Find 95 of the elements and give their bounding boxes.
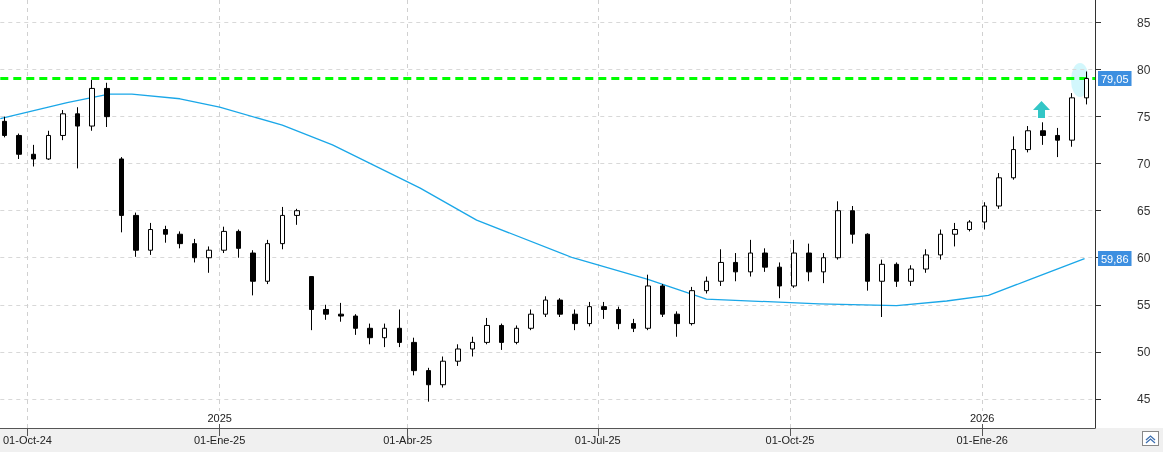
candlestick [952, 222, 958, 247]
candlestick [499, 323, 504, 351]
candlestick [894, 261, 899, 288]
candlestick [89, 79, 95, 132]
candlestick [748, 239, 753, 278]
candlestick [645, 274, 651, 331]
x-tick-label: 01-Abr-25 [383, 433, 433, 446]
x-tick-label: 01-Ene-26 [956, 433, 1008, 446]
y-tick-label: 80 [1137, 62, 1151, 77]
candlestick [484, 317, 490, 345]
x-tick-label: 01-Oct-25 [765, 433, 815, 446]
candlestick [353, 313, 358, 336]
candlestick [514, 324, 519, 345]
annotation: 59,86 [1101, 252, 1129, 265]
candlestick [791, 239, 797, 289]
candlestick [821, 252, 826, 284]
candlestick [119, 156, 124, 233]
candlestick [718, 248, 724, 287]
y-tick-label: 75 [1137, 109, 1151, 124]
candlestick [75, 106, 80, 169]
y-tick-label: 70 [1137, 156, 1151, 171]
x2-tick-label: 2026 [969, 411, 995, 424]
candlestick [631, 318, 636, 333]
candlestick [16, 133, 22, 160]
candlestick [280, 206, 285, 250]
ref-line-label: 79,05 [1101, 72, 1129, 85]
candlestick [440, 356, 446, 389]
candlestick [835, 200, 841, 261]
y-tick-label: 50 [1137, 344, 1151, 359]
candlestick [294, 208, 300, 226]
candlestick [455, 343, 461, 367]
candlestick [1069, 92, 1075, 148]
candlestick [777, 261, 782, 299]
candlestick [557, 297, 563, 318]
candlestick [528, 308, 534, 331]
candlestick [470, 336, 475, 358]
candlestick [382, 323, 387, 348]
candlestick [309, 276, 314, 331]
candlestick [982, 201, 987, 231]
candlestick [192, 238, 197, 263]
candlestick [426, 367, 431, 403]
candlestick [850, 205, 855, 245]
candlestick [411, 337, 417, 376]
candlestick [163, 225, 168, 244]
x-tick-label: 01-Ene-25 [193, 433, 246, 446]
candlestick [31, 144, 36, 167]
candlestick [2, 116, 7, 138]
candlestick [572, 308, 578, 331]
y-tick-label: 45 [1137, 391, 1151, 406]
candlestick [177, 230, 183, 249]
x-tick-label: 01-Oct-24 [2, 433, 52, 446]
candlestick [1055, 127, 1060, 158]
candlestick [616, 306, 621, 330]
candlestick [865, 232, 870, 292]
candlestick [104, 82, 110, 128]
candlestick [733, 252, 738, 282]
candlestick [762, 247, 768, 273]
y-tick-label: 65 [1137, 203, 1151, 218]
candlestick [148, 222, 153, 256]
candlestick [46, 130, 51, 161]
candlestick [206, 245, 212, 274]
candlestick [250, 249, 256, 296]
candlestick [397, 308, 402, 348]
candlestick [689, 286, 695, 326]
candlestick [1084, 70, 1089, 105]
x2-tick-label: 2025 [207, 411, 232, 424]
candlestick [133, 212, 139, 258]
y-tick-label: 60 [1137, 250, 1151, 265]
candlestick [338, 302, 344, 323]
candlestick [221, 226, 227, 254]
candlestick [1011, 135, 1016, 181]
candlestick [236, 229, 241, 259]
y-tick-label: 85 [1137, 15, 1151, 30]
candlestick [60, 109, 66, 141]
candlestick [704, 276, 709, 294]
candlestick [265, 239, 270, 285]
candlestick [908, 264, 914, 287]
candlestick [323, 304, 329, 321]
candlestick [879, 259, 885, 318]
line-series [0, 93, 1086, 307]
candlestick [806, 243, 812, 282]
candlestick [1040, 121, 1046, 146]
candlestick [543, 295, 548, 318]
candlestick [674, 310, 680, 338]
candlestick [660, 283, 665, 318]
candlestick [367, 323, 373, 345]
x-tick-label: 01-Jul-25 [574, 433, 621, 446]
candlestick [996, 172, 1002, 210]
y-tick-label: 55 [1137, 297, 1151, 312]
candlestick [587, 301, 592, 327]
candlestick [967, 219, 972, 232]
candlestick [601, 301, 607, 320]
candlestick [938, 229, 943, 261]
candlestick [923, 248, 929, 274]
candlestick [1025, 125, 1031, 153]
